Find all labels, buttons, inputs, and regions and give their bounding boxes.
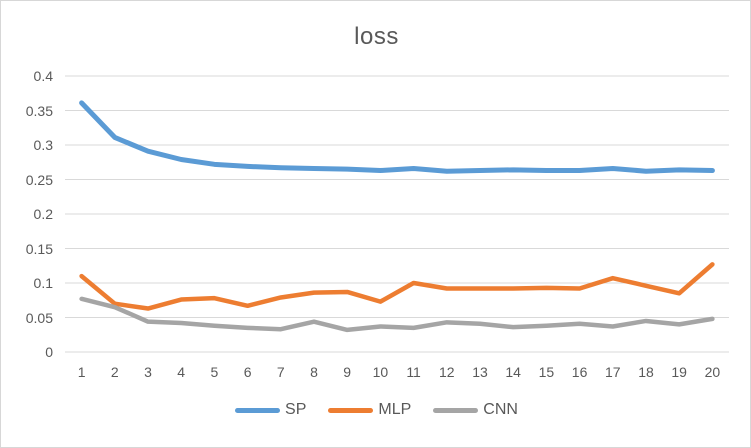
x-axis-label: 4 bbox=[177, 364, 186, 380]
x-axis-label: 17 bbox=[605, 364, 621, 380]
x-axis-label: 6 bbox=[243, 364, 252, 380]
x-axis-label: 7 bbox=[276, 364, 285, 380]
x-axis-label: 11 bbox=[406, 364, 421, 380]
series-line-mlp[interactable] bbox=[79, 262, 715, 311]
legend-label: MLP bbox=[378, 401, 412, 418]
legend-label: CNN bbox=[483, 401, 518, 418]
series-line-cnn[interactable] bbox=[79, 296, 715, 333]
x-axis-label: 20 bbox=[704, 364, 721, 380]
legend-line-icon bbox=[235, 407, 281, 413]
x-axis-label: 13 bbox=[472, 364, 488, 380]
x-axis-label: 3 bbox=[144, 364, 152, 380]
x-axis-label: 2 bbox=[110, 364, 119, 380]
x-axis-label: 19 bbox=[671, 364, 687, 380]
x-axis-label: 14 bbox=[505, 364, 521, 380]
x-axis-label: 8 bbox=[310, 364, 318, 380]
x-axis-label: 16 bbox=[571, 364, 588, 380]
x-axis-label: 9 bbox=[343, 364, 352, 380]
x-axis-label: 1 bbox=[77, 364, 86, 380]
y-axis-label: 0.3 bbox=[33, 137, 53, 153]
y-axis-label: 0.2 bbox=[33, 206, 53, 222]
y-axis-label: 0.1 bbox=[33, 275, 53, 291]
y-axis-label: 0.05 bbox=[25, 309, 53, 326]
x-axis-label: 15 bbox=[538, 364, 555, 380]
series-line-sp[interactable] bbox=[79, 100, 715, 174]
legend-item-sp[interactable]: SP bbox=[235, 401, 306, 419]
legend-item-mlp[interactable]: MLP bbox=[328, 401, 411, 419]
y-axis-label: 0.15 bbox=[25, 240, 53, 257]
x-axis-label: 18 bbox=[638, 364, 654, 380]
y-axis-label: 0.25 bbox=[25, 171, 53, 188]
legend-line-icon bbox=[328, 407, 374, 413]
y-axis-label: 0.4 bbox=[33, 68, 53, 84]
legend-item-cnn[interactable]: CNN bbox=[433, 401, 518, 419]
legend-line-icon bbox=[433, 407, 479, 413]
x-axis-label: 5 bbox=[210, 364, 219, 380]
legend: SP MLP CNN bbox=[1, 399, 750, 421]
x-axis-label: 12 bbox=[439, 364, 455, 380]
legend-label: SP bbox=[285, 401, 307, 418]
y-axis-label: 0.35 bbox=[25, 102, 53, 119]
x-axis-label: 10 bbox=[372, 364, 389, 380]
chart-title: loss bbox=[354, 23, 399, 50]
y-axis-label: 0 bbox=[45, 344, 53, 360]
